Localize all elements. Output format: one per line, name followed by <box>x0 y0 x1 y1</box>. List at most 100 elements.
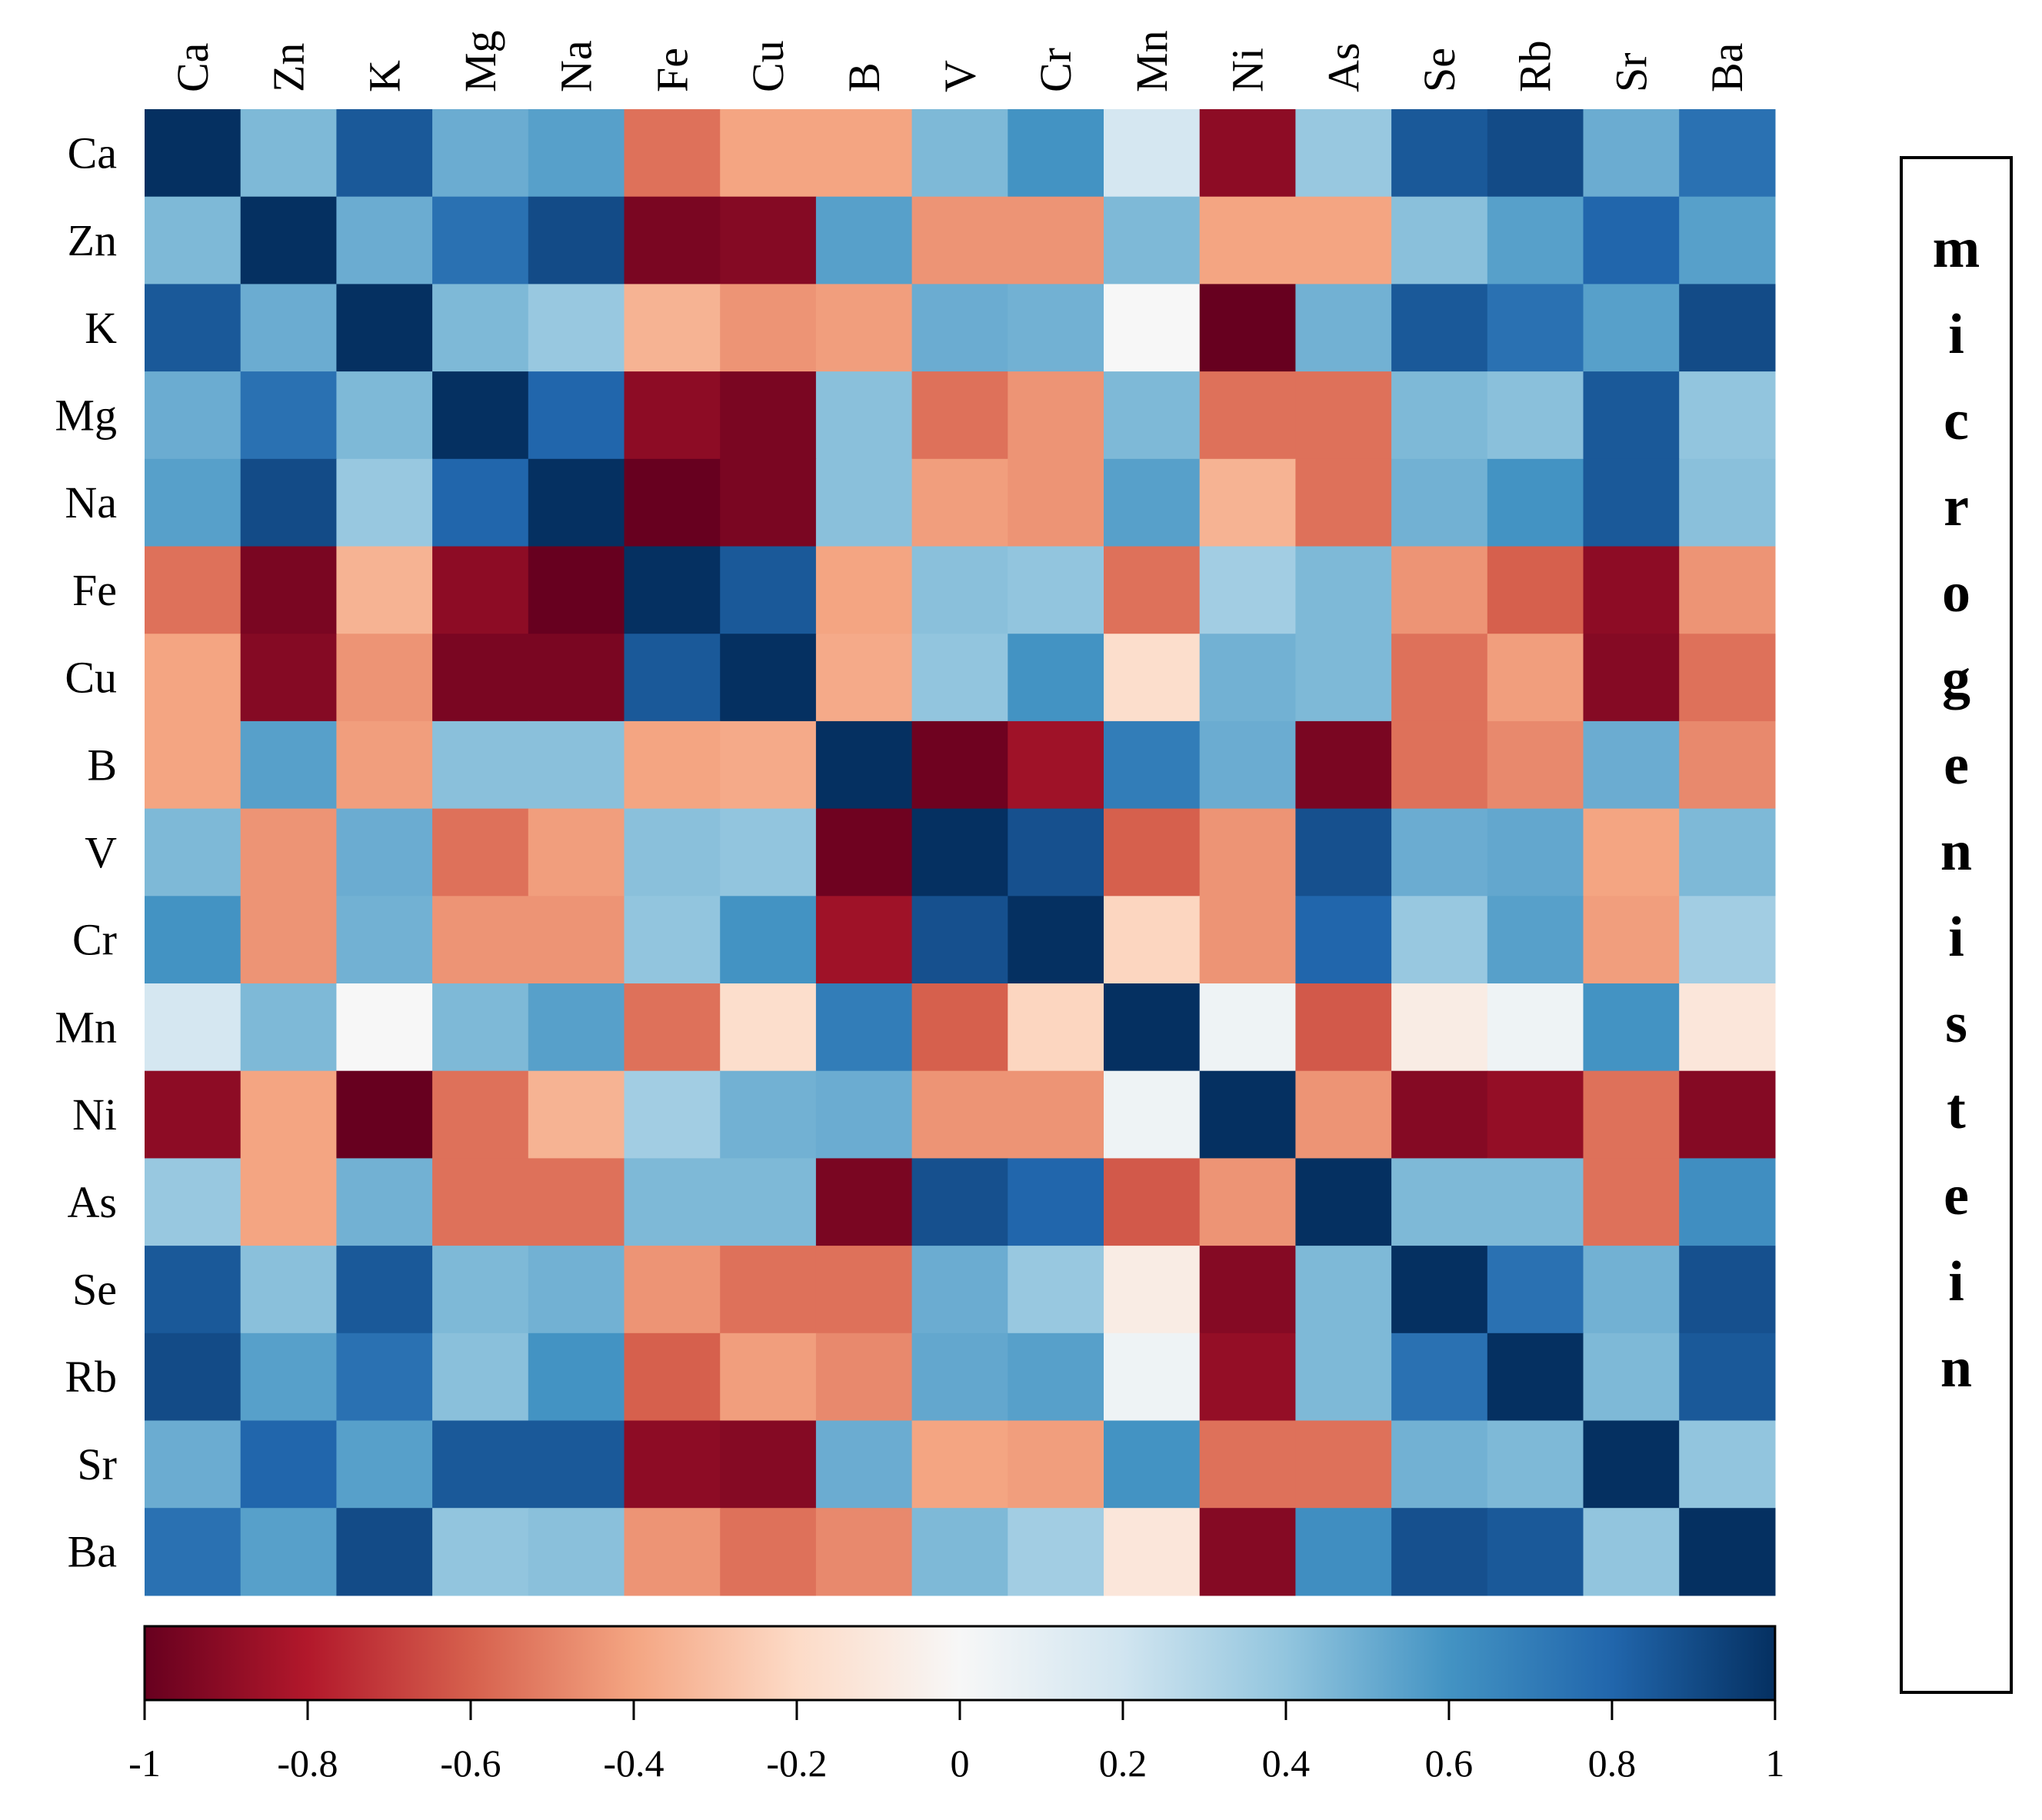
heatmap-cell-B-As <box>1295 720 1392 810</box>
heatmap-cell-V-Cr <box>1008 808 1104 897</box>
heatmap-cell-Fe-Zn <box>240 546 337 634</box>
heatmap-cell-Ni-Mn <box>1104 1070 1201 1159</box>
heatmap-cell-Zn-Mn <box>1104 196 1201 284</box>
colorbar-gradient <box>143 1625 1777 1702</box>
side-label-letter: s <box>1945 992 1967 1055</box>
column-label-Se: Se <box>1414 48 1464 92</box>
row-label-Fe: Fe <box>72 565 117 615</box>
side-label-letter: t <box>1947 1078 1966 1141</box>
side-label-letter: i <box>1948 906 1964 969</box>
heatmap-cell-Cr-Cu <box>720 896 817 984</box>
heatmap-cell-Na-Fe <box>624 458 721 547</box>
heatmap-cell-Ca-Cu <box>720 109 817 198</box>
colorbar: -1 -0.8 -0.6 -0.4 -0.2 0 0.2 0.4 0.6 0.8 1 <box>128 1625 1784 1785</box>
side-label-letter: n <box>1940 820 1973 883</box>
side-label-letter: i <box>1948 1250 1964 1313</box>
column-label-V: V <box>934 60 984 92</box>
heatmap-cell-Ca-Mg <box>432 109 529 198</box>
heatmap-cell-Cr-Mn <box>1104 896 1201 984</box>
heatmap-cell-Fe-As <box>1295 546 1392 634</box>
heatmap-cell-Ni-Rb <box>1487 1070 1584 1159</box>
heatmap-cell-Sr-Ba <box>1679 1420 1776 1509</box>
heatmap-cell-Sr-V <box>911 1420 1008 1509</box>
heatmap-cell-K-B <box>815 284 913 372</box>
heatmap-cell-Mg-Fe <box>624 371 721 460</box>
heatmap-cell-K-Fe <box>624 284 721 372</box>
heatmap-cell-As-Ba <box>1679 1158 1776 1246</box>
heatmap-cell-Rb-Na <box>528 1333 625 1422</box>
heatmap-cell-Fe-Mg <box>432 546 529 634</box>
heatmap-cell-Ni-B <box>815 1070 913 1159</box>
column-label-Cr: Cr <box>1031 48 1081 92</box>
heatmap-cell-Na-Se <box>1391 458 1488 547</box>
heatmap-cell-As-Cu <box>720 1158 817 1246</box>
heatmap-cell-Fe-Ba <box>1679 546 1776 634</box>
heatmap-cell-Mn-V <box>911 983 1008 1072</box>
heatmap-cell-Mg-Cu <box>720 371 817 460</box>
heatmap-cell-Se-Se <box>1391 1246 1488 1334</box>
heatmap-cell-As-Cr <box>1008 1158 1104 1246</box>
heatmap-cell-Na-Cr <box>1008 458 1104 547</box>
heatmap-cell-Ca-Sr <box>1583 109 1680 198</box>
heatmap-cell-V-Ni <box>1199 808 1296 897</box>
heatmap-cell-B-Mn <box>1104 720 1201 810</box>
heatmap-cell-Cu-B <box>815 634 913 722</box>
heatmap-cell-Cu-Ni <box>1199 634 1296 722</box>
heatmap-cell-Cr-Na <box>528 896 625 984</box>
heatmap-cell-Na-Zn <box>240 458 337 547</box>
colorbar-tick-label: 0.2 <box>1099 1742 1148 1785</box>
row-label-Mn: Mn <box>55 1002 117 1052</box>
heatmap-cell-Mn-As <box>1295 983 1392 1072</box>
heatmap-cell-As-Rb <box>1487 1158 1584 1246</box>
column-label-Ni: Ni <box>1223 48 1273 92</box>
heatmap-cell-Sr-Ca <box>145 1420 242 1509</box>
heatmap-cell-K-Mg <box>432 284 529 372</box>
heatmap-cell-Ca-Rb <box>1487 109 1584 198</box>
heatmap-cell-Na-Cu <box>720 458 817 547</box>
heatmap-cell-As-Mn <box>1104 1158 1201 1246</box>
heatmap-cell-Ni-Na <box>528 1070 625 1159</box>
column-label-Ca: Ca <box>168 43 218 92</box>
heatmap-cell-Zn-Cu <box>720 196 817 284</box>
heatmap-cell-Ca-As <box>1295 109 1392 198</box>
heatmap-cell-Cr-V <box>911 896 1008 984</box>
heatmap-cell-Cr-K <box>336 896 433 984</box>
side-label-letter: g <box>1942 647 1970 710</box>
heatmap-cell-Ba-Fe <box>624 1508 721 1596</box>
heatmap-cell-B-Fe <box>624 720 721 810</box>
heatmap-cell-As-B <box>815 1158 913 1246</box>
heatmap-cell-Sr-Mg <box>432 1420 529 1509</box>
heatmap-cell-Zn-Cr <box>1008 196 1104 284</box>
heatmap-cell-Se-As <box>1295 1246 1392 1334</box>
heatmap-cell-V-Zn <box>240 808 337 897</box>
heatmap-cell-Zn-Ca <box>145 196 242 284</box>
heatmap-cell-Sr-B <box>815 1420 913 1509</box>
heatmap-cell-Sr-Cr <box>1008 1420 1104 1509</box>
heatmap-cell-Fe-Se <box>1391 546 1488 634</box>
heatmap-cell-Mg-Zn <box>240 371 337 460</box>
heatmap-cell-Ca-Na <box>528 109 625 198</box>
heatmap-cell-B-Zn <box>240 720 337 810</box>
side-label-letter: e <box>1944 734 1969 797</box>
heatmap-cell-Rb-Rb <box>1487 1333 1584 1422</box>
heatmap-cell-Cu-Ba <box>1679 634 1776 722</box>
heatmap-cell-Zn-Sr <box>1583 196 1680 284</box>
heatmap-cell-V-Cu <box>720 808 817 897</box>
heatmap-cell-Mg-As <box>1295 371 1392 460</box>
heatmap-cell-Ba-Zn <box>240 1508 337 1596</box>
heatmap-cell-Fe-V <box>911 546 1008 634</box>
heatmap-cell-Sr-Ni <box>1199 1420 1296 1509</box>
heatmap-cell-Zn-Ni <box>1199 196 1296 284</box>
heatmap-cell-Se-Na <box>528 1246 625 1334</box>
heatmap-cell-Ca-Ba <box>1679 109 1776 198</box>
heatmap-cell-Se-Cr <box>1008 1246 1104 1334</box>
column-label-Sr: Sr <box>1606 52 1656 92</box>
heatmap-cell-Ba-B <box>815 1508 913 1596</box>
heatmap-cell-Fe-Mn <box>1104 546 1201 634</box>
heatmap-cell-B-Rb <box>1487 720 1584 810</box>
heatmap-cell-Na-B <box>815 458 913 547</box>
heatmap-cell-Ni-Sr <box>1583 1070 1680 1159</box>
heatmap-cell-Cr-Sr <box>1583 896 1680 984</box>
